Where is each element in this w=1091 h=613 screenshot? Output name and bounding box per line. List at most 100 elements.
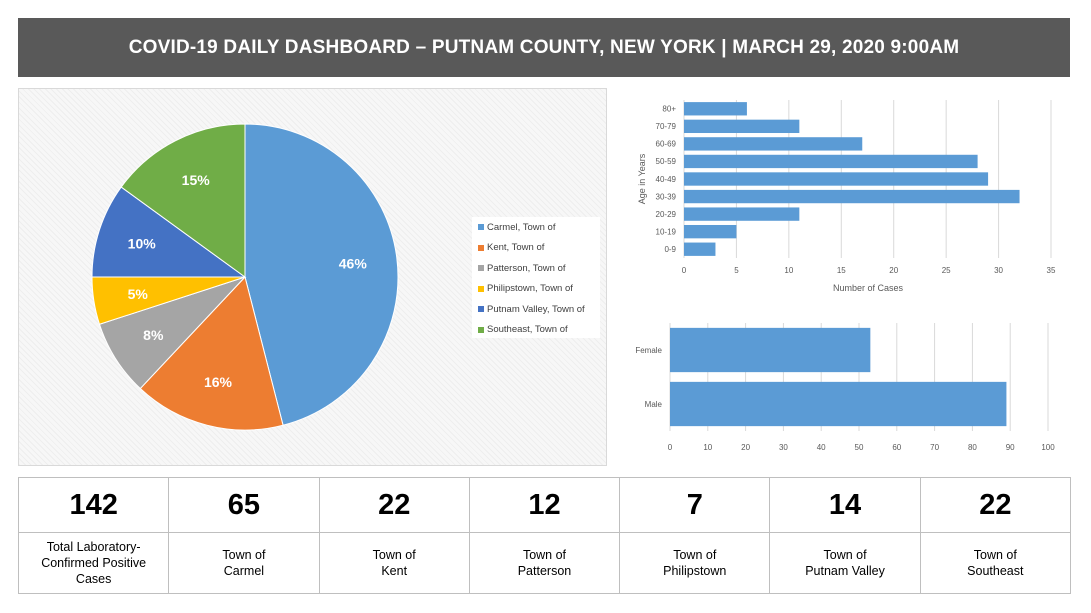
category-label: 0-9 bbox=[664, 245, 676, 254]
sex-bar-chart: 0 10 20 30 40 50 60 70 80 90 100 Male Female bbox=[635, 323, 1055, 452]
x-tick-label: 30 bbox=[994, 266, 1003, 275]
legend-item-philipstown-town-of: Philipstown, Town of bbox=[472, 279, 600, 300]
stat-label-line: Town of bbox=[973, 548, 1017, 562]
x-tick-label: 25 bbox=[942, 266, 951, 275]
legend-label: Patterson, Town of bbox=[487, 262, 566, 274]
stat-cell: 65 Town of Carmel bbox=[169, 478, 320, 593]
x-tick-label: 20 bbox=[889, 266, 898, 275]
stat-label-line: Town of bbox=[372, 548, 416, 562]
legend-item-kent-town-of: Kent, Town of bbox=[472, 238, 600, 259]
category-label: Female bbox=[635, 346, 662, 355]
legend-swatch bbox=[478, 244, 484, 251]
dashboard-title: COVID-19 DAILY DASHBOARD – PUTNAM COUNTY… bbox=[18, 18, 1070, 77]
x-tick-label: 30 bbox=[779, 443, 788, 452]
category-label: 20-29 bbox=[656, 210, 677, 219]
stat-value: 22 bbox=[319, 478, 469, 533]
x-tick-label: 70 bbox=[930, 443, 939, 452]
x-tick-label: 50 bbox=[855, 443, 864, 452]
x-tick-label: 10 bbox=[703, 443, 712, 452]
legend-label: Putnam Valley, Town of bbox=[487, 303, 585, 315]
x-tick-label: 0 bbox=[682, 266, 687, 275]
legend-item-putnam-valley-town-of: Putnam Valley, Town of bbox=[472, 299, 600, 320]
legend-label: Carmel, Town of bbox=[487, 221, 556, 233]
bar-0-9 bbox=[684, 242, 716, 256]
x-axis-title: Number of Cases bbox=[833, 283, 904, 293]
x-tick-label: 100 bbox=[1041, 443, 1055, 452]
x-tick-label: 90 bbox=[1006, 443, 1015, 452]
legend-swatch bbox=[478, 265, 484, 272]
pie-data-label: 16% bbox=[204, 374, 233, 390]
stat-label: Town of Southeast bbox=[921, 533, 1070, 593]
pie-slice-kent-town-of bbox=[139, 275, 284, 431]
legend-label: Kent, Town of bbox=[487, 242, 545, 254]
stat-label-line: Town of bbox=[522, 548, 567, 562]
bar-male bbox=[670, 381, 1007, 427]
stat-label-line: Town of bbox=[673, 548, 717, 562]
pie-data-label: 5% bbox=[128, 286, 149, 302]
bar-40-49 bbox=[684, 172, 989, 186]
stat-label: Town of Patterson bbox=[470, 533, 619, 593]
bar-20-29 bbox=[684, 207, 800, 221]
pie-data-label: 10% bbox=[128, 235, 157, 251]
legend-label: Southeast, Town of bbox=[487, 324, 568, 336]
bar-female bbox=[670, 327, 871, 373]
bar-70-79 bbox=[684, 119, 800, 134]
stat-cell: 22 Town of Southeast bbox=[920, 478, 1070, 593]
stat-value: 142 bbox=[19, 478, 169, 533]
stat-label-line: Town of bbox=[823, 548, 867, 562]
pie-data-label: 8% bbox=[143, 327, 164, 343]
x-tick-label: 15 bbox=[837, 266, 846, 275]
pie-slice-putnam-valley-town-of bbox=[91, 186, 247, 278]
stats-table: 142 Total Laboratory- Confirmed Positive Ca… bbox=[18, 477, 1071, 594]
bar-80 bbox=[684, 102, 747, 116]
stat-label-line: Carmel bbox=[223, 564, 265, 578]
x-tick-label: 0 bbox=[668, 443, 673, 452]
stat-label: Town of Putnam Valley bbox=[770, 533, 919, 593]
y-axis-title: Age in Years bbox=[637, 153, 647, 204]
stat-label-line: Cases bbox=[75, 572, 112, 586]
legend-item-carmel-town-of: Carmel, Town of bbox=[472, 217, 600, 238]
stat-label-line: Confirmed Positive bbox=[41, 556, 147, 570]
stat-cell: 142 Total Laboratory- Confirmed Positive Ca… bbox=[19, 478, 170, 593]
x-tick-label: 40 bbox=[817, 443, 826, 452]
bar-10-19 bbox=[684, 224, 737, 239]
legend-swatch bbox=[478, 285, 484, 292]
pie-data-label: 15% bbox=[182, 172, 211, 188]
stat-value: 7 bbox=[620, 478, 770, 533]
x-tick-label: 35 bbox=[1047, 266, 1056, 275]
category-label: 50-59 bbox=[656, 157, 677, 166]
category-label: 30-39 bbox=[656, 192, 677, 201]
stat-label: Town of Kent bbox=[320, 533, 469, 593]
stat-label-line: Total Laboratory- bbox=[46, 540, 141, 554]
stat-label-line: Kent bbox=[381, 564, 408, 578]
legend-swatch bbox=[478, 326, 484, 333]
stat-cell: 22 Town of Kent bbox=[319, 478, 470, 593]
category-label: 40-49 bbox=[656, 175, 677, 184]
stat-label: Town of Carmel bbox=[169, 533, 318, 593]
pie-slice-southeast-town-of bbox=[120, 123, 246, 278]
stat-cell: 12 Town of Patterson bbox=[469, 478, 621, 593]
category-label: 10-19 bbox=[656, 227, 677, 236]
stat-label-line: Southeast bbox=[967, 564, 1024, 578]
stat-label-line: Philipstown bbox=[663, 564, 727, 578]
x-tick-label: 80 bbox=[968, 443, 977, 452]
stat-label: Town of Philipstown bbox=[620, 533, 769, 593]
stat-cell: 7 Town of Philipstown bbox=[620, 478, 771, 593]
stat-value: 12 bbox=[469, 478, 620, 533]
category-label: 60-69 bbox=[656, 140, 677, 149]
bar-30-39 bbox=[684, 189, 1020, 204]
bar-60-69 bbox=[684, 137, 863, 151]
legend-swatch bbox=[478, 306, 484, 313]
legend-label: Philipstown, Town of bbox=[487, 283, 573, 295]
stat-value: 65 bbox=[169, 478, 319, 533]
category-label: Male bbox=[645, 400, 663, 409]
stat-label-line: Putnam Valley bbox=[805, 564, 885, 578]
category-label: 70-79 bbox=[656, 122, 677, 131]
stat-value: 14 bbox=[770, 478, 920, 533]
stat-label-line: Patterson bbox=[517, 564, 572, 578]
stat-cell: 14 Town of Putnam Valley bbox=[770, 478, 921, 593]
pie-slice-carmel-town-of bbox=[244, 123, 399, 426]
age-bar-chart: 0 5 10 15 20 25 30 35 0-9 10-19 20-29 30-39 40-49 50-… bbox=[637, 100, 1056, 293]
legend-item-southeast-town-of: Southeast, Town of bbox=[472, 320, 600, 341]
